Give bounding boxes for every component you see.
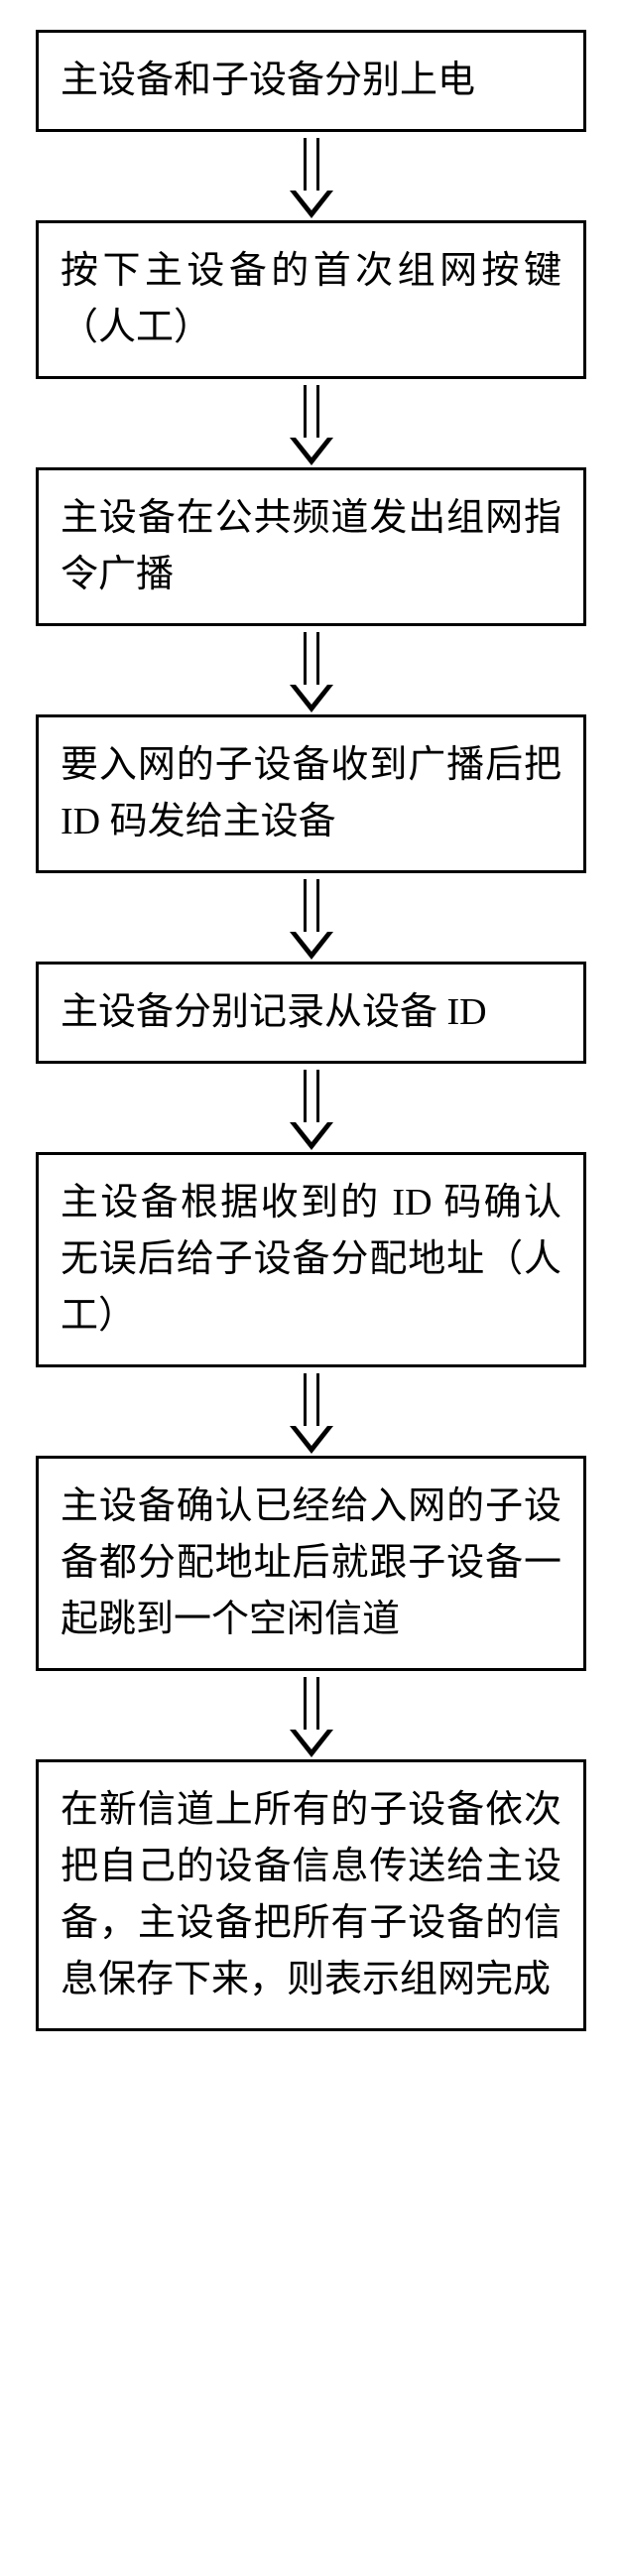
arrow-down-icon [290, 632, 333, 712]
flow-step-6: 主设备根据收到的 ID 码确认无误后给子设备分配地址（人工） [36, 1152, 586, 1367]
flow-step-3: 主设备在公共频道发出组网指令广播 [36, 467, 586, 626]
flow-step-1: 主设备和子设备分别上电 [36, 30, 586, 132]
arrow-down-icon [290, 879, 333, 960]
arrow-down-icon [290, 1070, 333, 1150]
arrow-down-icon [290, 1373, 333, 1454]
flow-step-4: 要入网的子设备收到广播后把 ID 码发给主设备 [36, 714, 586, 873]
flow-step-8: 在新信道上所有的子设备依次把自己的设备信息传送给主设备，主设备把所有子设备的信息… [36, 1759, 586, 2031]
arrow-down-icon [290, 138, 333, 218]
flowchart-container: 主设备和子设备分别上电 按下主设备的首次组网按键（人工） 主设备在公共频道发出组… [35, 30, 587, 2031]
flow-step-5: 主设备分别记录从设备 ID [36, 962, 586, 1064]
flow-step-7: 主设备确认已经给入网的子设备都分配地址后就跟子设备一起跳到一个空闲信道 [36, 1456, 586, 1671]
arrow-down-icon [290, 1677, 333, 1757]
flow-step-2: 按下主设备的首次组网按键（人工） [36, 220, 586, 379]
arrow-down-icon [290, 385, 333, 465]
